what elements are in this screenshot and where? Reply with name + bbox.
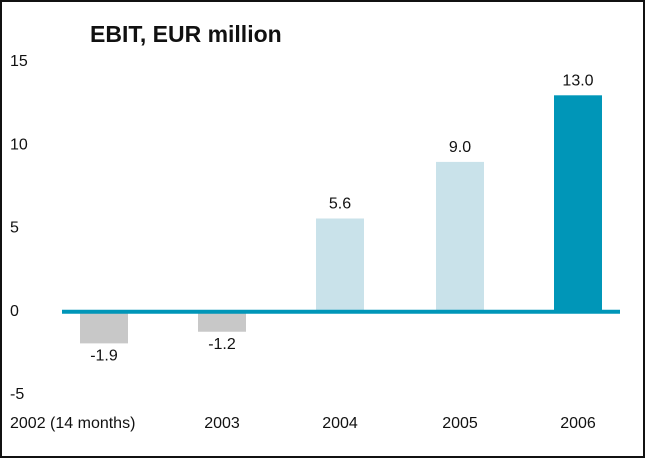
x-tick-label: 2002 (14 months) (10, 415, 135, 432)
chart-title: EBIT, EUR million (90, 21, 282, 47)
y-tick-label: 0 (10, 303, 19, 320)
y-tick-label: 5 (10, 220, 19, 237)
x-tick-label: 2006 (560, 415, 596, 432)
value-label: -1.2 (208, 336, 236, 353)
x-tick-label: 2005 (442, 415, 478, 432)
y-tick-label: 15 (10, 53, 28, 70)
value-label: -1.9 (90, 348, 118, 365)
x-tick-label: 2003 (204, 415, 240, 432)
y-tick-label: 10 (10, 136, 28, 153)
value-label: 13.0 (562, 73, 593, 90)
bar (554, 95, 602, 312)
bar (80, 311, 128, 344)
value-label: 5.6 (329, 196, 351, 213)
bar (198, 311, 246, 332)
bar (436, 161, 484, 312)
y-tick-label: -5 (10, 386, 24, 403)
x-tick-label: 2004 (322, 415, 358, 432)
bar (316, 218, 364, 312)
value-label: 9.0 (449, 139, 471, 156)
